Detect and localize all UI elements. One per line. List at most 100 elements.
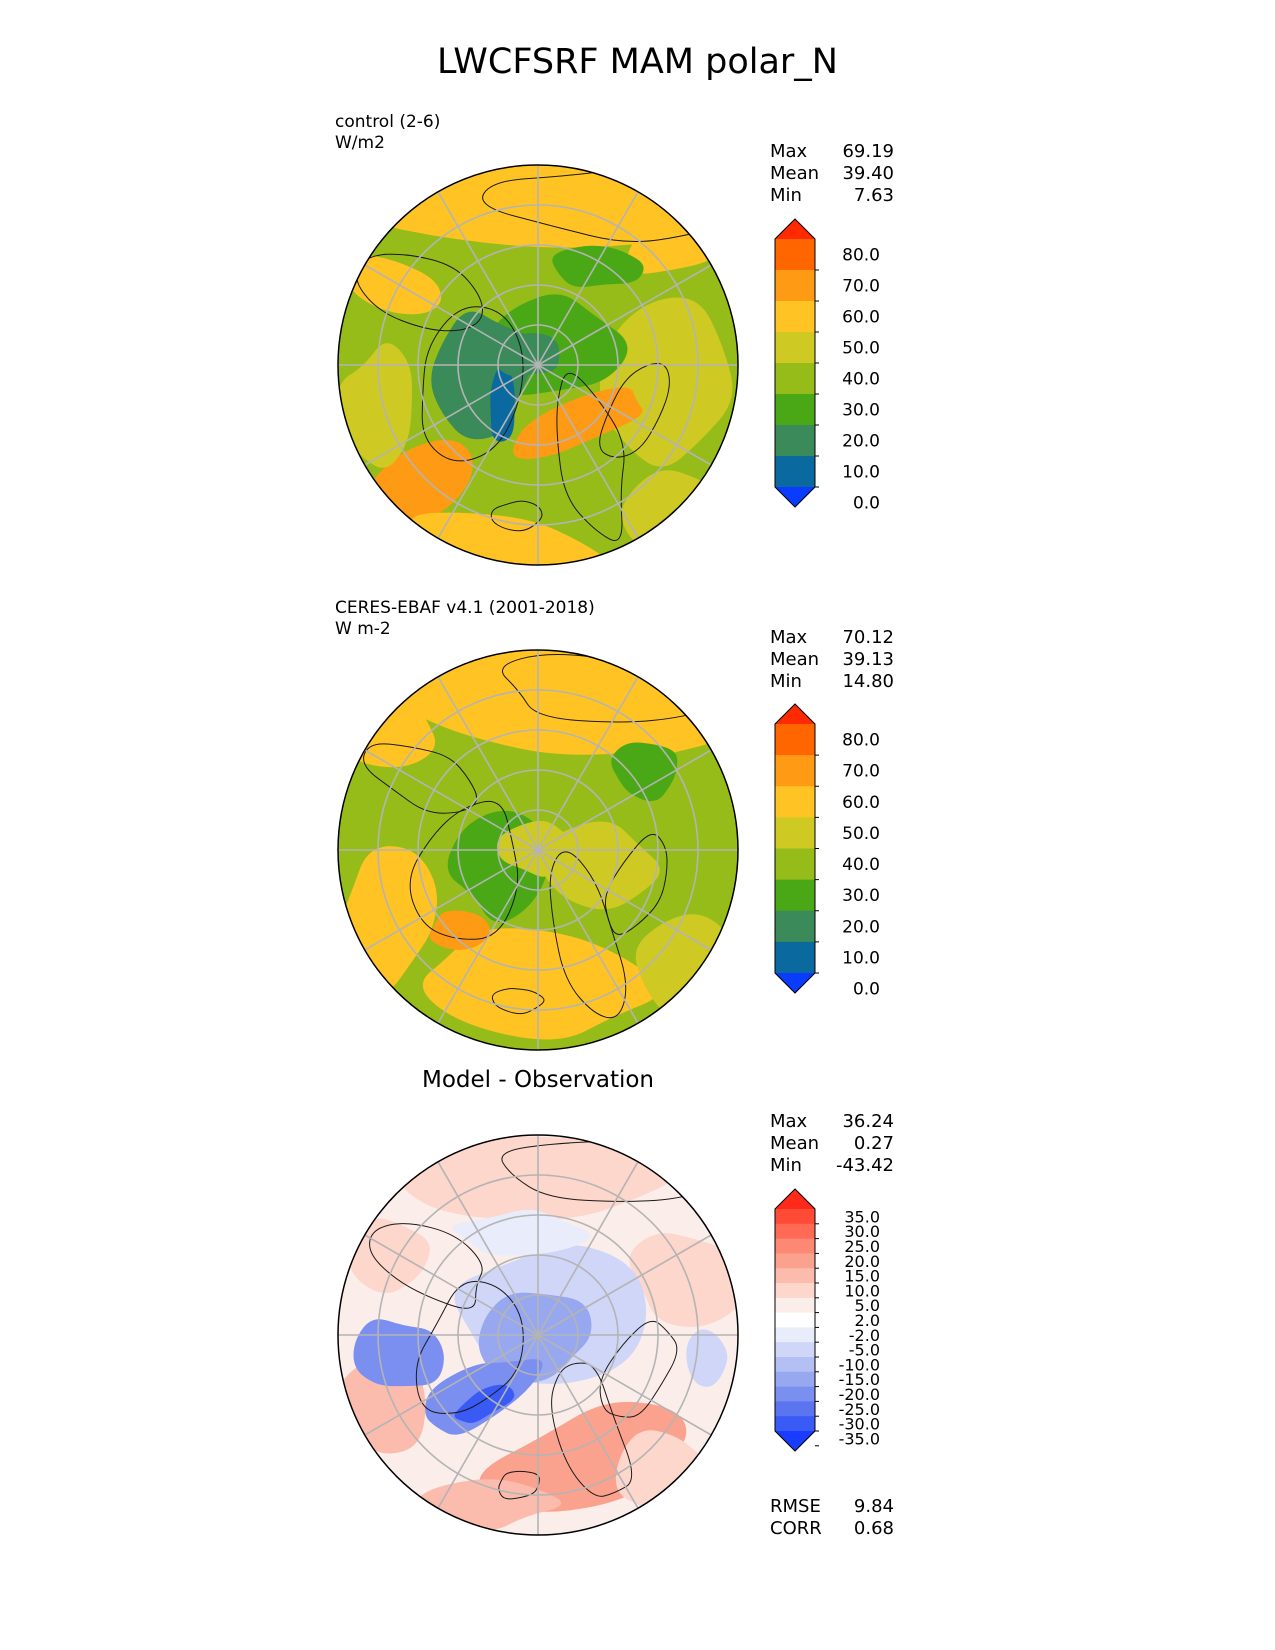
stat-value: 69.19 xyxy=(842,141,894,162)
coastline xyxy=(551,1362,633,1497)
colorbar-tick-label: -35.0 xyxy=(839,1429,880,1448)
colorbar-bin xyxy=(775,848,815,881)
meridian-line xyxy=(537,264,712,366)
stat-min: Min -43.42 xyxy=(770,1155,894,1177)
colorbar-bin xyxy=(775,363,815,395)
colorbar-bin xyxy=(775,1401,815,1417)
coastline xyxy=(421,306,524,462)
colorbar-tick-label: 60.0 xyxy=(842,793,880,813)
colorbar-tick-label: 10.0 xyxy=(842,948,880,968)
map-boundary xyxy=(337,649,739,1051)
stat-label: Min xyxy=(770,185,802,206)
colorbar-tick-label: 50.0 xyxy=(842,824,880,844)
meridian-line xyxy=(537,364,639,539)
meridian-line xyxy=(537,1334,712,1436)
stat-label: Mean xyxy=(770,163,820,184)
stat-value: 36.24 xyxy=(842,1111,894,1132)
stat-value: 14.80 xyxy=(842,671,894,692)
stat-value: 0.68 xyxy=(853,1518,894,1539)
panel-subtitle: Model - Observation xyxy=(421,1067,655,1093)
colorbar-bin xyxy=(775,1386,815,1402)
stat-value: 39.40 xyxy=(842,163,894,184)
colorbar-tick-label: -2.0 xyxy=(849,1326,880,1345)
colorbar-extend-top xyxy=(775,219,815,239)
colorbar-extend-top xyxy=(775,1189,815,1209)
colorbar-tick-label: 70.0 xyxy=(842,762,880,782)
map-boundary xyxy=(337,1134,739,1536)
colorbar-tick-label: 30.0 xyxy=(844,1222,880,1241)
colorbar-tick-label: 20.0 xyxy=(844,1252,880,1271)
polar-map xyxy=(337,164,739,566)
colorbar-tick-label: 50.0 xyxy=(842,339,880,359)
stat-min: Min 7.63 xyxy=(770,185,894,207)
footer-stats-block: RMSE 9.84 CORR 0.68 xyxy=(770,1496,894,1540)
meridian-line xyxy=(364,749,539,851)
colorbar-bin xyxy=(775,456,815,488)
colorbar-bin xyxy=(775,1238,815,1254)
colorbar-extend-bottom xyxy=(775,1431,815,1451)
colorbar-extend-bottom xyxy=(775,487,815,507)
coastline xyxy=(599,1320,678,1418)
stat-value: -43.42 xyxy=(835,1155,894,1176)
stat-label: Max xyxy=(770,1111,808,1132)
meridian-line xyxy=(364,849,539,951)
colorbar-extend-top xyxy=(775,704,815,724)
colorbar-bin xyxy=(775,1357,815,1373)
field-region xyxy=(454,1384,515,1423)
colorbar-bin xyxy=(775,941,815,974)
colorbar-bin xyxy=(775,332,815,364)
colorbar-tick-label: 15.0 xyxy=(844,1267,880,1286)
colorbar-tick-label: 80.0 xyxy=(842,246,880,266)
meridian-line xyxy=(437,1334,539,1509)
polar-map xyxy=(337,649,739,1051)
meridian-line xyxy=(537,1334,639,1509)
colorbar: 80.0 70.0 60.0 50.0 40.0 30.0 20.0 10.0 0.0 xyxy=(774,703,880,998)
field-region xyxy=(353,1319,444,1387)
stat-rmse: RMSE 9.84 xyxy=(770,1496,894,1518)
colorbar-tick-label: -20.0 xyxy=(839,1385,880,1404)
field-region xyxy=(411,512,613,565)
colorbar-bin xyxy=(775,394,815,426)
colorbar-tick-label: -25.0 xyxy=(839,1400,880,1419)
panel-title: control (2-6) xyxy=(335,112,441,132)
stat-max: Max 69.19 xyxy=(770,141,894,163)
map-boundary xyxy=(337,164,739,566)
field-region xyxy=(686,1329,728,1387)
colorbar-tick-label: 10.0 xyxy=(842,463,880,483)
meridian-line xyxy=(364,264,539,366)
colorbar-tick-label: -15.0 xyxy=(839,1370,880,1389)
stat-max: Max 36.24 xyxy=(770,1111,894,1133)
stat-label: Mean xyxy=(770,1133,820,1154)
coastline xyxy=(604,833,668,935)
stat-value: 39.13 xyxy=(842,649,894,670)
stats-block: Max 36.24 Mean 0.27 Min -43.42 xyxy=(770,1111,894,1177)
colorbar-tick-label: 10.0 xyxy=(844,1281,880,1300)
panel-units: W/m2 xyxy=(335,133,385,153)
stat-label: RMSE xyxy=(770,1496,821,1517)
colorbar-bin xyxy=(775,1209,815,1225)
coastline xyxy=(490,500,543,532)
field-region xyxy=(429,910,490,950)
meridian-line xyxy=(537,364,712,466)
colorbar-bin xyxy=(775,786,815,818)
stat-value: 9.84 xyxy=(853,1496,894,1517)
stat-label: Min xyxy=(770,1155,802,1176)
colorbar-bin xyxy=(775,910,815,943)
colorbar-bin xyxy=(775,239,815,271)
colorbar-tick-label: -10.0 xyxy=(839,1355,880,1374)
colorbar-tick-label: 25.0 xyxy=(844,1237,880,1256)
stat-mean: Mean 39.13 xyxy=(770,649,894,671)
meridian-line xyxy=(537,849,639,1024)
field-region xyxy=(599,297,733,467)
colorbar-tick-label: 40.0 xyxy=(842,370,880,390)
meridian-line xyxy=(537,1161,639,1336)
field-region xyxy=(611,742,678,802)
colorbar-bin xyxy=(775,1223,815,1240)
colorbar-tick-label: 5.0 xyxy=(855,1296,880,1315)
colorbar-bin xyxy=(775,1416,815,1432)
colorbar-bin xyxy=(775,1327,815,1343)
field-region xyxy=(371,650,695,755)
colorbar-bin xyxy=(775,425,815,457)
colorbar-bin xyxy=(775,301,815,333)
colorbar-tick-label: 80.0 xyxy=(842,731,880,751)
